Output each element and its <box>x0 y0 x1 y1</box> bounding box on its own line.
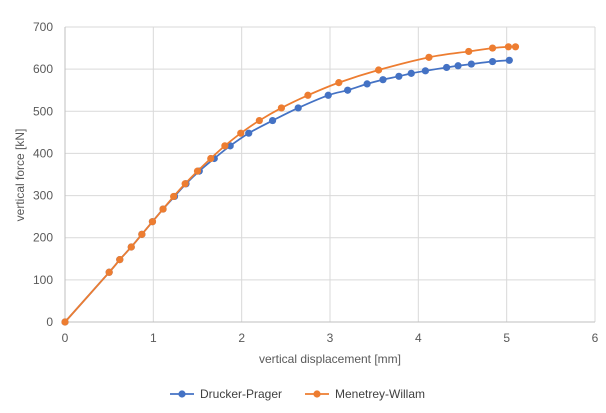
data-point <box>170 192 178 201</box>
x-tick-label: 0 <box>62 331 69 345</box>
data-point <box>511 43 520 51</box>
data-point <box>374 66 383 74</box>
data-point <box>324 91 332 99</box>
data-point <box>148 218 157 226</box>
x-tick-label: 5 <box>503 331 510 345</box>
data-point <box>138 230 146 238</box>
data-point <box>193 167 202 175</box>
y-tick-label: 300 <box>33 189 53 203</box>
data-point <box>467 60 475 68</box>
data-point <box>304 91 312 99</box>
legend-marker <box>313 390 321 398</box>
legend-marker <box>178 390 186 398</box>
data-point <box>159 205 167 213</box>
data-point <box>221 142 229 150</box>
series-drucker-prager <box>61 56 513 326</box>
data-point <box>363 80 371 88</box>
data-point <box>344 86 352 94</box>
legend: Drucker-Prager Menetrey-Willam <box>170 387 425 401</box>
legend-item: Drucker-Prager <box>170 387 282 401</box>
data-point <box>127 243 135 251</box>
data-point <box>421 67 429 75</box>
data-point <box>488 44 497 52</box>
grid-lines <box>65 26 596 322</box>
data-point <box>395 72 403 80</box>
y-tick-label: 500 <box>33 104 53 118</box>
series-menetrey-willam <box>61 43 520 326</box>
data-point <box>61 318 69 326</box>
data-point <box>454 62 462 70</box>
data-point <box>237 129 245 137</box>
x-axis-title: vertical displacement [mm] <box>259 352 401 366</box>
x-tick-label: 2 <box>238 331 245 345</box>
x-tick-label: 6 <box>592 331 599 345</box>
data-point <box>505 56 513 64</box>
x-tick-label: 3 <box>327 331 334 345</box>
data-point <box>488 57 497 66</box>
data-point <box>268 116 277 125</box>
y-tick-label: 200 <box>33 231 53 245</box>
data-point <box>277 104 286 112</box>
y-tick-label: 400 <box>33 146 53 160</box>
series-line <box>64 59 510 323</box>
data-point <box>207 154 215 163</box>
data-point <box>425 53 433 61</box>
data-point <box>465 47 473 56</box>
data-point <box>379 76 387 84</box>
data-point <box>407 69 415 77</box>
data-point <box>245 129 253 137</box>
data-point <box>181 180 189 188</box>
y-tick-label: 600 <box>33 62 53 76</box>
data-point <box>335 79 343 87</box>
x-tick-label: 4 <box>415 331 422 345</box>
y-tick-label: 100 <box>33 273 53 287</box>
legend-item: Menetrey-Willam <box>305 387 425 401</box>
series-line <box>64 45 516 323</box>
legend-label: Menetrey-Willam <box>335 387 425 401</box>
series-layer <box>61 43 520 326</box>
data-point <box>116 256 124 264</box>
axes: 0 1 2 3 4 5 6 0 100 200 300 400 500 600 700 <box>33 20 599 345</box>
y-tick-label: 0 <box>46 315 53 329</box>
y-tick-label: 700 <box>33 20 53 34</box>
y-axis-title: vertical force [kN] <box>13 129 27 222</box>
data-point <box>504 43 513 51</box>
legend-label: Drucker-Prager <box>200 387 282 401</box>
data-point <box>105 268 113 276</box>
data-point <box>294 104 302 112</box>
data-point <box>443 63 451 72</box>
data-point <box>255 116 263 125</box>
x-tick-label: 1 <box>150 331 157 345</box>
